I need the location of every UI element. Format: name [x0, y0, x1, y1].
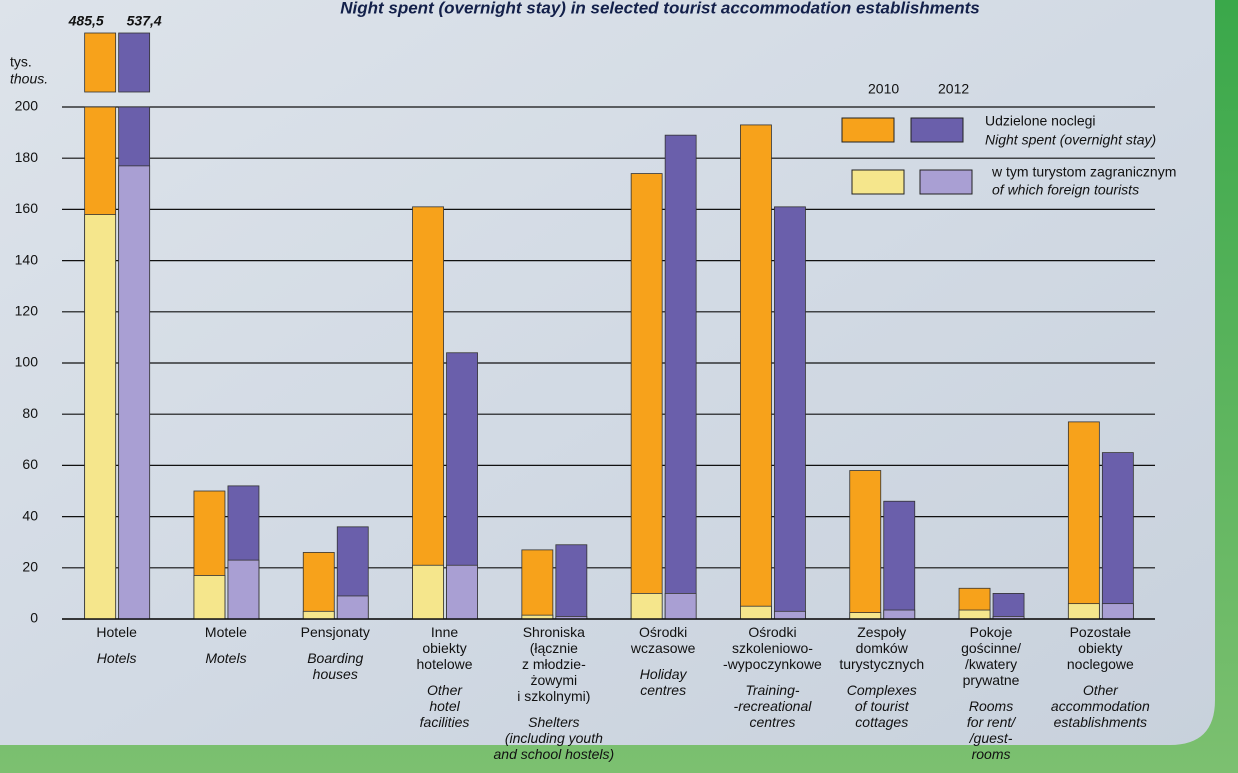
- bar: [227, 559, 260, 620]
- bar: [1067, 603, 1100, 620]
- bar: [84, 214, 117, 620]
- y-tick-label: 0: [30, 610, 38, 626]
- x-tick-label-en: Motels: [205, 650, 246, 666]
- bar: [118, 165, 151, 620]
- y-tick-label: 20: [22, 559, 38, 575]
- x-tick-label: Inne obiekty hotelowe: [417, 624, 473, 672]
- bar: [630, 173, 663, 620]
- bar: [412, 564, 444, 620]
- x-tick-label: Ośrodki wczasowe: [630, 624, 696, 656]
- y-tick-label: 80: [22, 405, 38, 421]
- x-tick-label-en: Other hotel facilities: [420, 682, 470, 730]
- legend-label: Udzielone noclegi: [985, 113, 1096, 129]
- x-tick-label-en: Other accommodation establishments: [1051, 682, 1150, 730]
- bar: [849, 612, 882, 620]
- y-tick-label: 40: [22, 507, 38, 523]
- legend-swatch: [919, 169, 973, 195]
- x-tick-label-en: Hotels: [97, 650, 137, 666]
- bar: [412, 206, 444, 620]
- y-axis-label: thous.: [10, 71, 48, 87]
- bar: [630, 593, 663, 620]
- y-tick-label: 140: [15, 251, 39, 267]
- bar: [336, 595, 369, 620]
- y-axis-label: tys.: [10, 54, 32, 70]
- legend-swatch: [851, 169, 905, 195]
- bar: [849, 470, 882, 620]
- bar: [740, 124, 772, 620]
- x-tick-label-en: Complexes of tourist cottages: [847, 682, 917, 730]
- y-tick-label: 200: [15, 98, 39, 114]
- bar: [193, 575, 226, 620]
- bar: [521, 549, 554, 620]
- legend-year: 2010: [868, 81, 899, 97]
- bar: [555, 544, 588, 620]
- bar-break-cap: [84, 32, 117, 93]
- y-tick-label: 160: [15, 200, 39, 216]
- bar: [740, 605, 772, 620]
- chart-title: Night spent (overnight stay) in selected…: [340, 0, 980, 17]
- x-tick-label: Hotele: [96, 624, 137, 640]
- x-tick-label-en: Rooms for rent//guest-rooms: [967, 698, 1017, 762]
- value-label: 485,5: [68, 13, 104, 29]
- x-tick-label-en: Boarding houses: [307, 650, 363, 682]
- x-tick-label: Pensjonaty: [301, 624, 370, 640]
- bar: [664, 593, 697, 620]
- bar: [302, 610, 335, 620]
- x-tick-label-en: Shelters (including youth and school hoste…: [494, 714, 615, 762]
- y-tick-label: 100: [15, 354, 39, 370]
- bar: [992, 593, 1025, 620]
- x-tick-label: Shroniska (łącznie z młodzie-żowymi i szkol…: [517, 624, 590, 704]
- x-tick-label: Ośrodki szkoleniowo--wypoczynkowe: [723, 624, 822, 672]
- value-label: 537,4: [127, 13, 162, 29]
- bar: [302, 552, 335, 620]
- bar: [1067, 421, 1100, 620]
- legend-swatch: [841, 117, 895, 143]
- legend-swatch: [910, 117, 964, 143]
- bar-break-cap: [118, 32, 151, 93]
- bar: [446, 564, 478, 620]
- legend-label: w tym turystom zagranicznym: [991, 164, 1176, 180]
- bar: [1101, 603, 1134, 620]
- legend-year: 2012: [938, 81, 969, 97]
- bar: [958, 609, 991, 620]
- bar: [883, 500, 916, 620]
- legend-label: Night spent (overnight stay): [985, 132, 1156, 148]
- bar: [1101, 452, 1134, 620]
- x-tick-label-en: Holiday centres: [640, 666, 688, 698]
- bar: [883, 609, 916, 620]
- bar: [774, 610, 806, 620]
- legend-label: of which foreign tourists: [992, 182, 1139, 198]
- y-tick-label: 180: [15, 149, 39, 165]
- x-tick-label: Zespoły domków turystycznych: [839, 624, 924, 672]
- bar: [774, 206, 806, 620]
- y-tick-label: 60: [22, 456, 38, 472]
- x-tick-label: Pokoje gościnne//kwatery prywatne: [961, 624, 1021, 688]
- y-tick-label: 120: [15, 303, 39, 319]
- x-tick-label: Motele: [205, 624, 247, 640]
- x-tick-label-en: Training--recreational centres: [734, 682, 813, 730]
- bar: [664, 134, 697, 620]
- x-tick-label: Pozostałe obiekty noclegowe: [1067, 624, 1134, 672]
